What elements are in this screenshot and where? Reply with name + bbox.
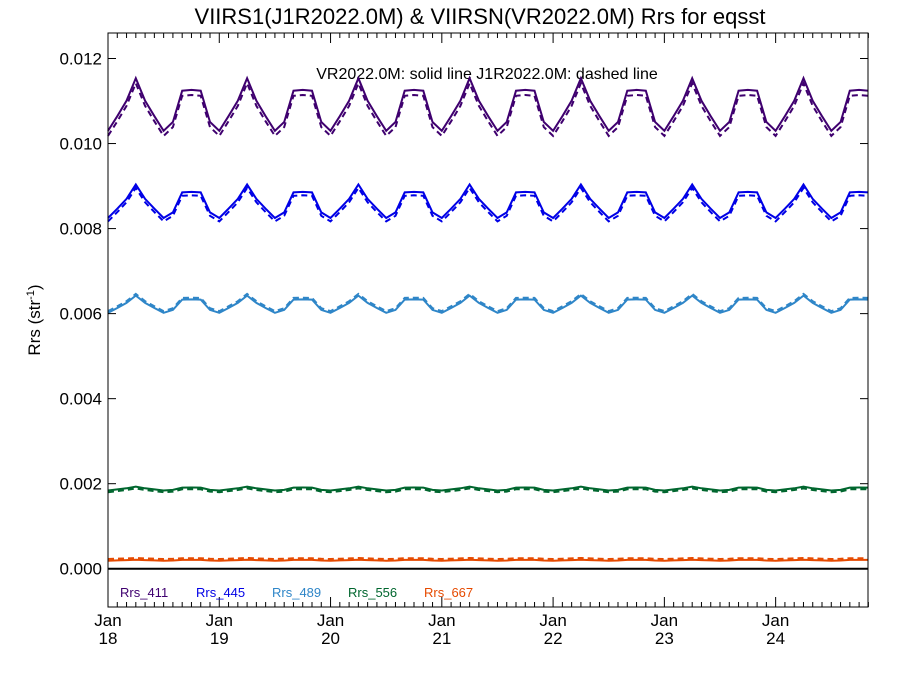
plot-frame bbox=[107, 32, 869, 608]
x-tick-label-month: Jan bbox=[762, 611, 789, 630]
y-axis-label-close: ) bbox=[25, 284, 44, 290]
x-tick-label-month: Jan bbox=[94, 611, 121, 630]
x-tick-label-year: 19 bbox=[210, 629, 229, 648]
legend-entry-rrs-667: Rrs_667 bbox=[424, 585, 473, 600]
series-line-dashed-rrs-411 bbox=[107, 80, 869, 138]
chart-title: VIIRS1(J1R2022.0M) & VIIRSN(VR2022.0M) R… bbox=[195, 4, 766, 29]
x-tick-label-month: Jan bbox=[317, 611, 344, 630]
legend-entry-rrs-556: Rrs_556 bbox=[348, 585, 397, 600]
y-tick-label: 0.004 bbox=[59, 390, 102, 409]
series-line-dashed-rrs-445 bbox=[107, 186, 869, 223]
y-tick-label: 0.008 bbox=[59, 220, 102, 239]
series-line-dashed-rrs-667 bbox=[107, 556, 869, 561]
legend-entry-rrs-489: Rrs_489 bbox=[272, 585, 321, 600]
y-axis-label: Rrs (str-1) bbox=[25, 284, 44, 355]
axes: 0.0000.0020.0040.0060.0080.0100.012Jan18… bbox=[59, 33, 869, 648]
y-tick-label: 0.006 bbox=[59, 305, 102, 324]
x-tick-label-year: 23 bbox=[655, 629, 674, 648]
legend-entry-rrs-411: Rrs_411 bbox=[120, 585, 168, 600]
x-tick-label-month: Jan bbox=[206, 611, 233, 630]
y-axis-label-sup: -1 bbox=[25, 290, 37, 300]
plot-area bbox=[107, 75, 869, 570]
series-line-solid-rrs-411 bbox=[107, 75, 869, 133]
x-tick-label-year: 22 bbox=[544, 629, 563, 648]
x-tick-label-year: 20 bbox=[321, 629, 340, 648]
series-line-solid-rrs-667 bbox=[107, 558, 869, 562]
x-tick-label-year: 24 bbox=[766, 629, 785, 648]
y-tick-label: 0.010 bbox=[59, 135, 102, 154]
y-axis-label-main: Rrs (str bbox=[25, 300, 44, 356]
y-tick-label: 0.000 bbox=[59, 560, 102, 579]
x-tick-label-month: Jan bbox=[428, 611, 455, 630]
x-tick-label-month: Jan bbox=[651, 611, 678, 630]
chart-annotation: VR2022.0M: solid line J1R2022.0M: dashed… bbox=[316, 66, 658, 83]
legend-entry-rrs-445: Rrs_445 bbox=[196, 585, 245, 600]
x-tick-label-year: 21 bbox=[432, 629, 451, 648]
y-tick-label: 0.002 bbox=[59, 475, 102, 494]
x-tick-label-month: Jan bbox=[539, 611, 566, 630]
series-line-solid-rrs-489 bbox=[107, 294, 869, 314]
series-line-dashed-rrs-556 bbox=[107, 487, 869, 494]
series-line-solid-rrs-556 bbox=[107, 485, 869, 492]
x-tick-label-year: 18 bbox=[99, 629, 118, 648]
series-line-solid-rrs-445 bbox=[107, 182, 869, 220]
y-tick-label: 0.012 bbox=[59, 50, 102, 69]
legend: Rrs_411 Rrs_445 Rrs_489 Rrs_556 Rrs_667 bbox=[120, 585, 473, 600]
